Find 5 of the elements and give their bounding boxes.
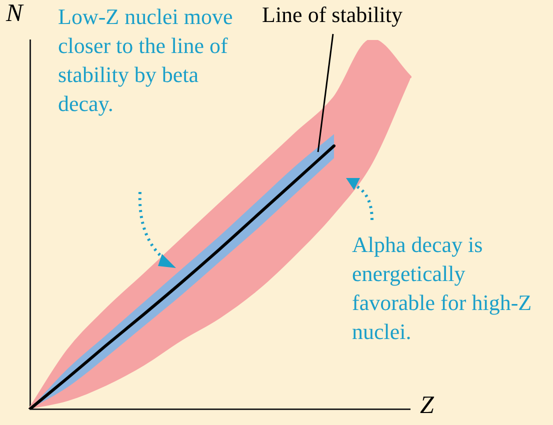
annotation: Low-Z nuclei move closer to the line of stability by beta decay. [58,3,234,118]
x-axis-title: Z [420,392,434,420]
y-axis-title: N [6,0,23,28]
annotation: Alpha decay is energetically favorable for high-Z nuclei. [352,231,532,346]
text: Line of stability [262,2,403,28]
